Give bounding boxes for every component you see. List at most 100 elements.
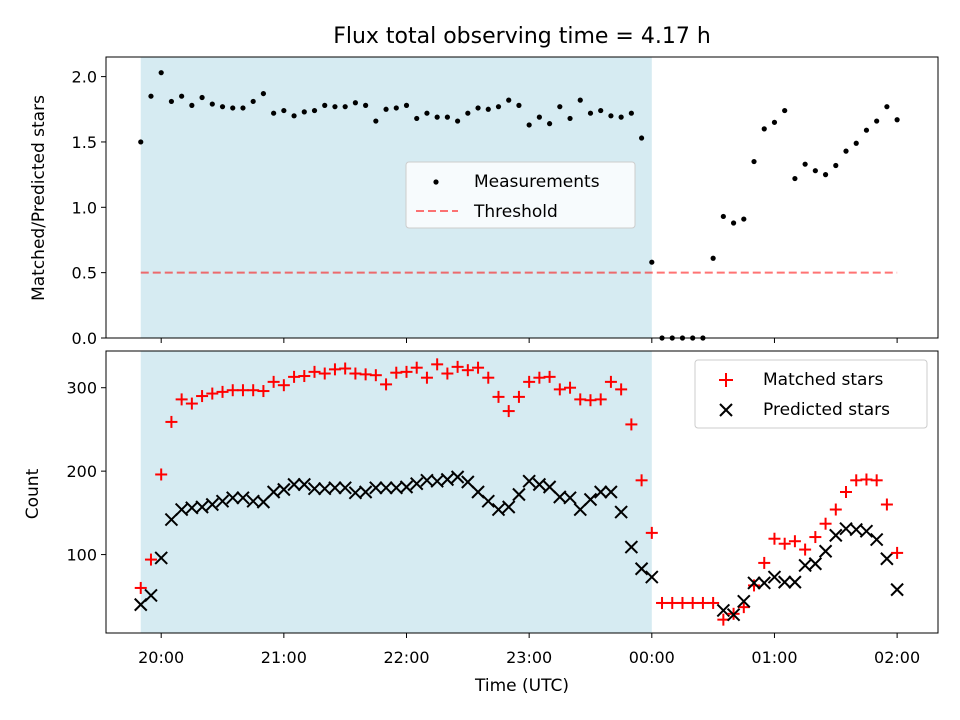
predicted-star-point — [358, 485, 373, 499]
measurement-point — [526, 122, 532, 128]
predicted-star-point — [410, 476, 424, 491]
measurement-point — [383, 106, 389, 112]
top-y-tick-label: 0.5 — [72, 264, 97, 283]
matched-star-point — [155, 468, 168, 481]
predicted-star-point — [716, 603, 731, 618]
x-tick-label: 21:00 — [261, 648, 307, 667]
predicted-star-point — [593, 485, 608, 499]
predicted-star-point — [563, 491, 577, 505]
x-tick-label: 23:00 — [506, 648, 552, 667]
matched-star-point — [144, 553, 157, 566]
matched-star-point — [625, 418, 638, 431]
predicted-star-point — [481, 494, 495, 508]
top-x-tick-marks — [160, 338, 898, 343]
predicted-star-point — [859, 524, 874, 538]
matched-star-point — [339, 362, 352, 375]
matched-star-point — [206, 387, 219, 400]
matched-star-point — [175, 393, 188, 406]
measurement-point — [455, 118, 461, 124]
matched-star-point — [615, 383, 628, 396]
matched-star-point — [226, 384, 239, 397]
matched-star-point — [850, 474, 863, 487]
matched-star-point — [819, 517, 832, 530]
measurement-point — [403, 102, 410, 108]
measurement-point — [281, 107, 287, 114]
matched-star-point — [604, 375, 617, 388]
measurement-point — [301, 109, 307, 115]
matched-star-point — [236, 384, 249, 397]
matched-star-point — [860, 473, 873, 486]
predicted-star-point — [737, 594, 751, 609]
matched-star-point — [686, 596, 699, 609]
matched-star-point — [431, 358, 444, 371]
matched-star-point — [380, 378, 393, 391]
top-legend-box — [405, 161, 636, 229]
measurement-point — [250, 98, 256, 105]
matched-star-point — [267, 375, 280, 388]
matched-star-point — [328, 363, 341, 376]
bottom-y-tick-label: 300 — [66, 379, 97, 398]
measurement-point — [342, 104, 348, 110]
predicted-star-point — [757, 576, 771, 590]
measurement-point — [843, 148, 849, 154]
top-y-tick-label: 0.0 — [72, 329, 97, 348]
predicted-star-point — [379, 481, 393, 495]
matched-star-point — [502, 405, 515, 418]
predicted-star-point — [747, 576, 761, 590]
measurement-point — [465, 110, 471, 116]
bottom-shaded-interval — [140, 351, 652, 633]
matched-star-point — [185, 397, 198, 410]
measurement-point — [822, 172, 829, 178]
matched-star-point — [533, 371, 546, 384]
predicted-star-point — [604, 485, 618, 499]
measurement-point — [444, 114, 450, 120]
predicted-star-point — [522, 474, 536, 488]
x-tick-label: 02:00 — [874, 648, 920, 667]
predicted-star-point — [328, 481, 342, 495]
measurement-point — [853, 140, 859, 146]
predicted-star-point — [450, 470, 465, 484]
matched-star-point — [778, 537, 791, 550]
matched-star-point — [574, 393, 587, 406]
measurement-point — [332, 104, 338, 110]
matched-star-point — [308, 365, 321, 378]
legend-marker-predicted-stars — [719, 403, 733, 417]
matched-star-point — [420, 371, 433, 384]
matched-star-point — [134, 581, 147, 594]
measurement-point — [598, 107, 604, 114]
bottom-y-tick-label: 100 — [66, 546, 97, 565]
top-y-axis-label: Matched/Predicted stars — [29, 95, 49, 301]
measurement-point — [506, 97, 512, 103]
measurement-point — [567, 115, 573, 122]
measurement-point — [536, 114, 542, 120]
matched-star-point — [472, 361, 485, 374]
predicted-star-point — [154, 551, 168, 565]
matched-star-point — [645, 526, 658, 539]
top-y-tick-label: 1.0 — [72, 198, 97, 217]
measurement-point — [863, 127, 870, 133]
predicted-star-point — [880, 552, 894, 566]
predicted-star-point — [338, 481, 352, 495]
measurement-point — [352, 100, 358, 106]
bottom-legend-box — [694, 359, 928, 429]
matched-star-point — [666, 596, 679, 609]
predicted-star-point — [256, 495, 271, 509]
measurement-point — [209, 101, 215, 107]
matched-star-point — [656, 596, 669, 609]
matched-star-point — [441, 367, 454, 380]
matched-star-point — [196, 390, 209, 403]
matched-star-point — [809, 531, 822, 544]
measurement-point — [771, 119, 778, 125]
measurement-point — [363, 102, 369, 108]
bottom-x-axis: 20:00 21:00 22:00 23:00 00:00 01:00 02:00 — [138, 633, 920, 667]
legend-label-predicted-stars: Predicted stars — [763, 400, 890, 420]
bottom-panel: 100 200 300 20:00 21:00 22:00 23:00 00:00 01:00… — [23, 350, 939, 696]
predicted-star-point — [573, 502, 587, 517]
predicted-star-point — [869, 532, 884, 547]
matched-star-point — [318, 367, 331, 380]
measurement-point — [761, 126, 767, 132]
matched-star-point — [840, 486, 853, 498]
predicted-star-point — [287, 477, 301, 492]
matched-star-point — [768, 532, 781, 545]
